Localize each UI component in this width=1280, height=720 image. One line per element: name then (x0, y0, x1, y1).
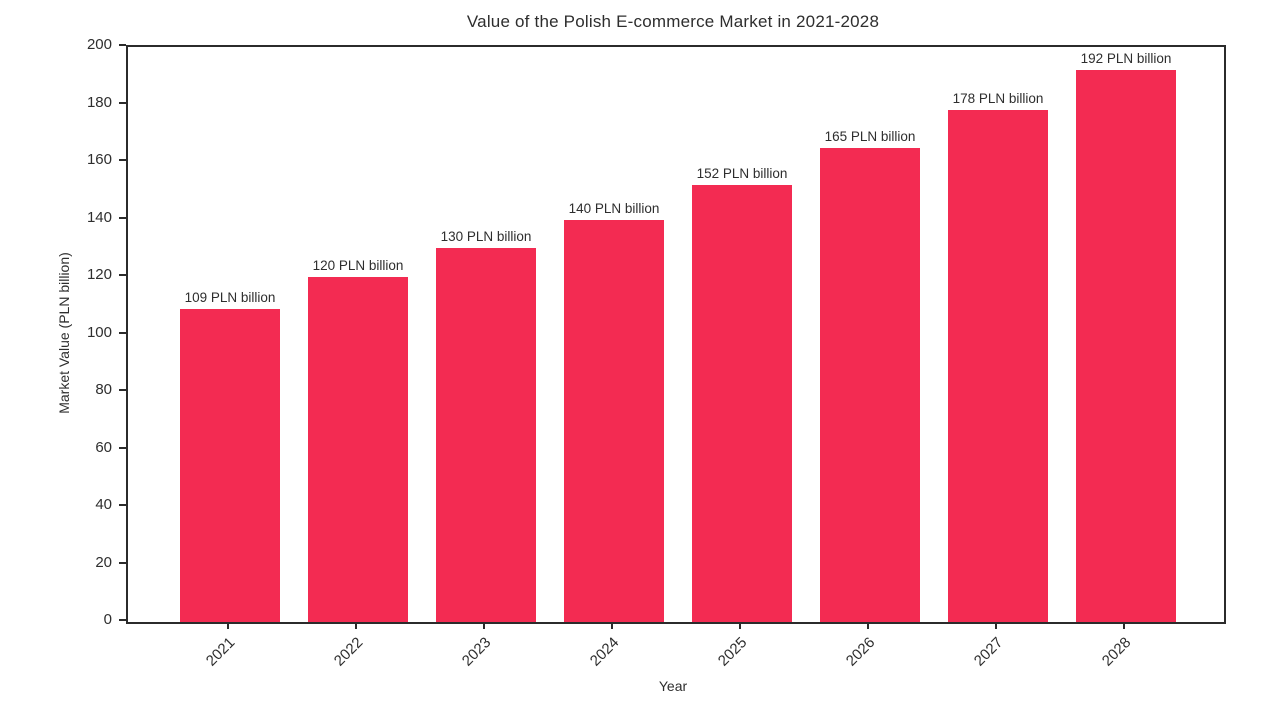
y-tick-label: 60 (95, 438, 112, 456)
bar-2021 (180, 308, 280, 622)
y-tick-label: 40 (95, 496, 112, 513)
bar-value-label: 165 PLN billion (824, 128, 916, 144)
bar-value-label: 140 PLN billion (568, 200, 660, 216)
y-tick-label: 100 (86, 323, 112, 341)
chart-title: Value of the Polish E-commerce Market in… (466, 12, 880, 31)
x-tick-mark (611, 622, 613, 629)
y-tick-label: 80 (95, 381, 112, 398)
y-tick-mark (119, 504, 126, 506)
y-tick-label: 200 (86, 36, 112, 53)
x-tick-label: 2026 (842, 634, 879, 670)
y-tick-label: 180 (86, 93, 112, 111)
x-tick-label: 2022 (330, 634, 367, 670)
bar-value-label: 109 PLN billion (184, 289, 276, 305)
x-tick-mark (995, 622, 997, 629)
x-tick-mark (355, 622, 357, 629)
x-axis-label: Year (658, 678, 688, 694)
y-axis-ticks: 0 20 40 60 80 100 120 140 160 180 200 (36, 36, 126, 628)
x-tick-label: 2025 (714, 634, 751, 670)
bar-2023 (436, 248, 536, 622)
y-tick-label: 120 (86, 266, 112, 283)
x-tick-mark (1123, 622, 1125, 629)
bar-value-label: 178 PLN billion (952, 91, 1044, 107)
y-tick-mark (119, 619, 126, 621)
x-tick-label: 2021 (202, 634, 239, 670)
y-tick-mark (119, 331, 126, 334)
bar-value-label: 192 PLN billion (1080, 51, 1172, 66)
bar-2024 (564, 219, 664, 622)
bar-value-label: 120 PLN billion (312, 258, 404, 273)
bar-2028 (1076, 70, 1176, 622)
y-tick-mark (119, 159, 126, 161)
y-tick-label: 20 (95, 553, 112, 571)
x-tick-mark (483, 622, 485, 629)
x-axis-ticks: 2021 2022 2023 2024 2025 2026 2027 2028 (126, 622, 1222, 697)
x-tick-mark (227, 622, 229, 629)
x-tick-label: 2023 (458, 634, 495, 670)
y-tick-label: 160 (86, 151, 112, 168)
bar-value-label: 152 PLN billion (696, 166, 788, 181)
y-tick-mark (119, 44, 126, 46)
y-tick-mark (119, 561, 126, 564)
y-tick-label: 0 (103, 611, 112, 628)
bar-value-label: 130 PLN billion (440, 229, 532, 245)
bar-2022 (308, 277, 408, 622)
y-tick-mark (119, 446, 126, 449)
x-tick-label: 2028 (1098, 634, 1135, 670)
bar-2026 (820, 147, 920, 622)
y-tick-label: 140 (86, 208, 112, 226)
plot-area: 109 PLN billion 120 PLN billion 130 PLN bi… (126, 45, 1226, 624)
y-tick-mark (119, 101, 126, 104)
y-tick-mark (119, 274, 126, 276)
y-tick-mark (119, 389, 126, 391)
bar-2027 (948, 110, 1048, 622)
bar-2025 (692, 185, 792, 622)
x-tick-label: 2024 (586, 634, 623, 670)
x-tick-mark (867, 622, 869, 629)
y-tick-mark (119, 216, 126, 219)
x-tick-label: 2027 (970, 634, 1007, 670)
x-tick-mark (739, 622, 741, 629)
